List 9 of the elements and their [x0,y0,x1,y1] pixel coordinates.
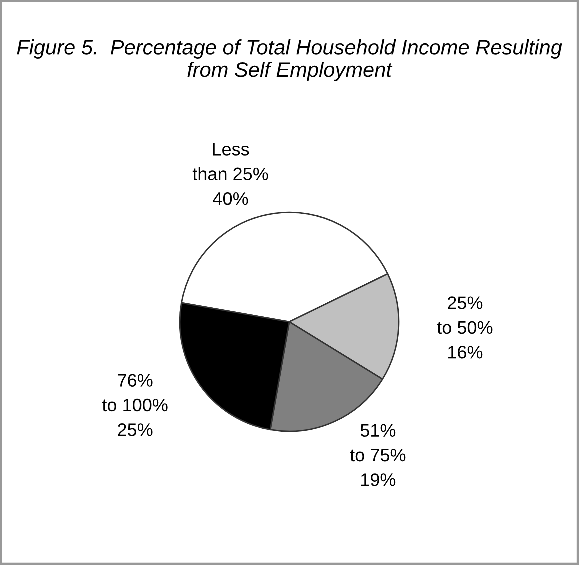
slice-label: Less than 25% [192,143,268,181]
data-label: 16% [448,346,483,359]
data-label: 40% [213,192,248,206]
data-label: 25% [118,424,153,436]
data-label: 19% [361,474,396,486]
slice-label: 25% to 50% [437,296,493,334]
slice-label: 51% to 75% [350,424,406,462]
chart-title: Figure 5. Percentage of Total Household Income Resulting from Self Employment [17,40,562,82]
slice-label: 76% to 100% [102,374,168,412]
